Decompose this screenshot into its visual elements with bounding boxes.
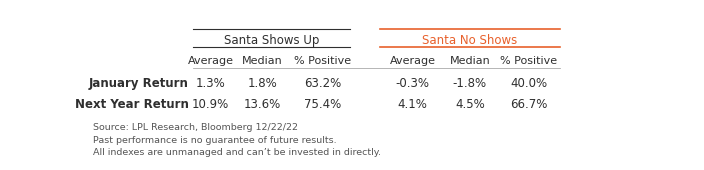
Text: January Return: January Return (89, 77, 189, 90)
Text: 75.4%: 75.4% (304, 98, 341, 111)
Text: 66.7%: 66.7% (510, 98, 548, 111)
Text: Median: Median (242, 56, 283, 66)
Text: Average: Average (188, 56, 234, 66)
Text: Santa Shows Up: Santa Shows Up (224, 34, 319, 47)
Text: All indexes are unmanaged and can’t be invested in directly.: All indexes are unmanaged and can’t be i… (94, 148, 382, 157)
Text: 1.3%: 1.3% (196, 77, 226, 90)
Text: Next Year Return: Next Year Return (75, 98, 189, 111)
Text: Median: Median (450, 56, 490, 66)
Text: -1.8%: -1.8% (453, 77, 487, 90)
Text: % Positive: % Positive (294, 56, 351, 66)
Text: 1.8%: 1.8% (248, 77, 277, 90)
Text: Santa No Shows: Santa No Shows (422, 34, 517, 47)
Text: 40.0%: 40.0% (510, 77, 548, 90)
Text: Average: Average (389, 56, 436, 66)
Text: % Positive: % Positive (501, 56, 558, 66)
Text: -0.3%: -0.3% (396, 77, 429, 90)
Text: 63.2%: 63.2% (304, 77, 341, 90)
Text: 4.1%: 4.1% (398, 98, 427, 111)
Text: Source: LPL Research, Bloomberg 12/22/22: Source: LPL Research, Bloomberg 12/22/22 (94, 123, 298, 132)
Text: 13.6%: 13.6% (244, 98, 281, 111)
Text: 4.5%: 4.5% (455, 98, 485, 111)
Text: Past performance is no guarantee of future results.: Past performance is no guarantee of futu… (94, 136, 337, 145)
Text: 10.9%: 10.9% (192, 98, 230, 111)
